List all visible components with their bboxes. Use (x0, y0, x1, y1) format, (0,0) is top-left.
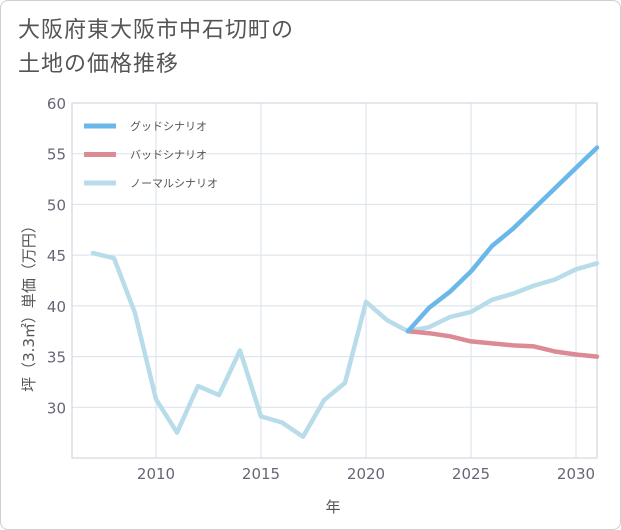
x-axis-label: 年 (325, 498, 340, 516)
x-tick-label: 2030 (557, 465, 595, 483)
y-tick-label: 45 (47, 247, 66, 265)
chart-title: 大阪府東大阪市中石切町の 土地の価格推移 (18, 14, 294, 82)
series-line-2 (90, 250, 600, 439)
axes (71, 102, 598, 459)
chart-title-line-1: 大阪府東大阪市中石切町の (18, 18, 295, 43)
y-axis-label: 坪（3.3㎡）単価（万円） (20, 218, 38, 392)
legend-label-1: バッドシナリオ (130, 149, 207, 162)
series-lines (90, 145, 600, 439)
y-tick-label: 40 (47, 298, 66, 316)
y-tick-label: 55 (47, 146, 66, 164)
legend-label-0: グッドシナリオ (130, 119, 207, 133)
series-line-0 (405, 145, 600, 334)
chart-title-line-2: 土地の価格推移 (18, 52, 180, 77)
y-tick-label: 60 (47, 95, 66, 113)
legend-label-2: ノーマルシナリオ (130, 177, 218, 190)
x-tick-label: 2010 (137, 465, 175, 483)
y-tick-label: 30 (47, 399, 66, 417)
series-line-1 (405, 328, 600, 359)
y-tick-label: 50 (47, 196, 66, 214)
x-tick-label: 2015 (242, 465, 280, 483)
x-tick-label: 2020 (347, 465, 385, 483)
x-tick-label: 2025 (452, 465, 490, 483)
plot-area-border (71, 102, 598, 459)
tick-labels: 30 35 40 45 50 55 60 2010 2015 2020 2025 2030 (47, 95, 595, 483)
y-tick-label: 35 (47, 349, 66, 367)
